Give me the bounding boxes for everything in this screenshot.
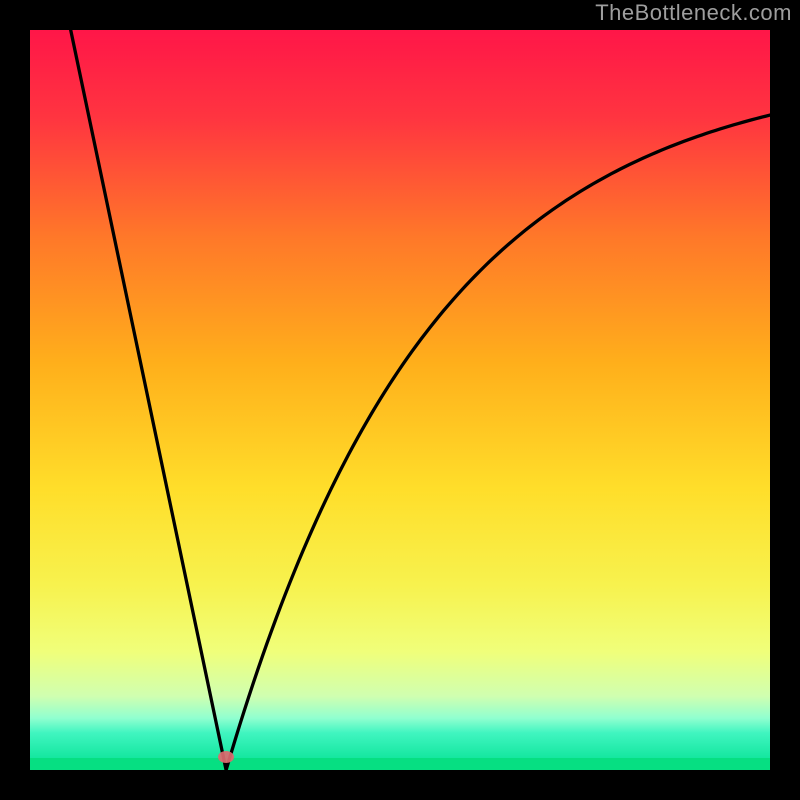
- bottleneck-curve: [30, 30, 770, 770]
- watermark-text: TheBottleneck.com: [595, 0, 792, 26]
- min-point-marker: [218, 751, 234, 763]
- plot-area: [30, 30, 770, 770]
- chart-container: TheBottleneck.com: [0, 0, 800, 800]
